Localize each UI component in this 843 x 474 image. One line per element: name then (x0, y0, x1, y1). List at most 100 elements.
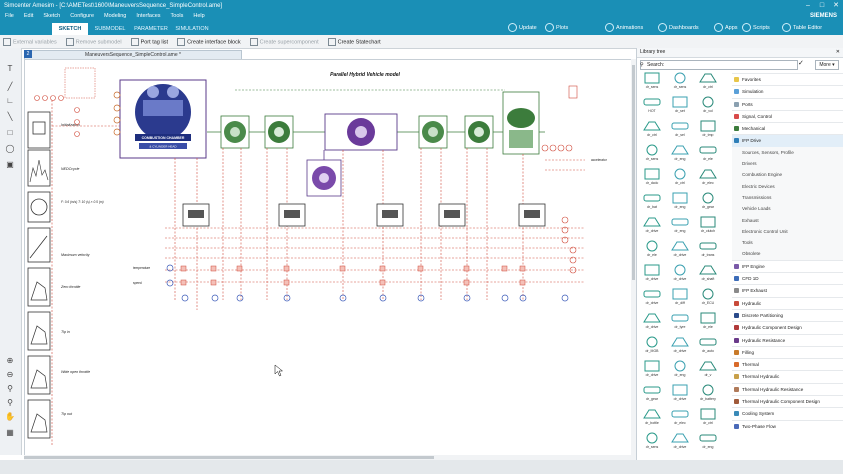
maximize-button[interactable]: □ (819, 2, 825, 9)
library-component[interactable]: dr_drive (641, 263, 663, 285)
library-category-item[interactable]: Thermal Hydraulic Resistance (732, 382, 843, 395)
library-component[interactable]: dr_ele (697, 143, 719, 165)
menu-modeling[interactable]: Modeling (104, 12, 127, 19)
port-tag-list-button[interactable]: Port tag list (128, 37, 175, 46)
vertical-scrollbar[interactable] (631, 59, 636, 455)
library-component[interactable]: dr_ECU (697, 287, 719, 309)
polyline-tool-icon[interactable]: ∟ (6, 96, 14, 105)
library-component[interactable]: dr_drive (669, 263, 691, 285)
library-category-item[interactable]: Hydraulic Component Design (732, 321, 843, 333)
pan-icon[interactable]: ✋ (5, 412, 15, 421)
library-component[interactable]: dr_v (697, 359, 719, 381)
library-component[interactable]: dr_sel (669, 119, 691, 141)
library-component[interactable]: dr_auto (697, 335, 719, 357)
image-tool-icon[interactable]: ▣ (6, 160, 14, 169)
line-tool-icon[interactable]: ╱ (7, 82, 13, 91)
menu-edit[interactable]: Edit (23, 12, 34, 19)
zoom-area-icon[interactable]: ⚲ (7, 398, 13, 407)
library-category-item[interactable]: IFP Exhaust (732, 284, 843, 296)
tab-parameter[interactable]: PARAMETER (134, 26, 168, 32)
minimize-button[interactable]: – (806, 2, 810, 9)
remove-submodel-button[interactable]: Remove submodel (63, 37, 128, 46)
horizontal-scrollbar[interactable] (24, 455, 636, 460)
library-component[interactable]: dr_bat (641, 191, 663, 213)
library-component[interactable]: dr_diff (669, 287, 691, 309)
library-category-item[interactable]: Thermal (732, 358, 843, 370)
library-component[interactable]: dr_sens (669, 71, 691, 93)
library-category-item[interactable]: IFP Engine (732, 259, 843, 272)
library-category-item[interactable]: Favorites (732, 73, 843, 85)
external-variables-button[interactable]: External variables (0, 37, 63, 46)
plots-button[interactable]: Plots (545, 23, 568, 32)
animations-button[interactable]: Animations (605, 23, 643, 32)
library-category-item[interactable]: Simulation (732, 85, 843, 97)
library-category-item[interactable]: Cooling System (732, 407, 843, 419)
library-category-item[interactable]: Electric Devices (732, 180, 843, 192)
sketch-canvas[interactable]: Initialization NEDCcycle F: 0.6 (m/s) T:… (24, 59, 633, 457)
diagonal-tool-icon[interactable]: ╲ (7, 112, 13, 121)
tab-sketch[interactable]: SKETCH (52, 23, 88, 35)
menu-file[interactable]: File (5, 12, 14, 19)
library-component[interactable]: dr_drive (669, 335, 691, 357)
create-statechart-button[interactable]: Create Statechart (325, 37, 387, 46)
sketch-diagram[interactable]: Initialization NEDCcycle F: 0.6 (m/s) T:… (25, 60, 632, 456)
library-category-item[interactable]: Drivers (732, 158, 843, 170)
library-component[interactable]: dr_drive (669, 239, 691, 261)
menu-configure[interactable]: Configure (70, 12, 95, 19)
library-component[interactable]: dr_drive (641, 215, 663, 237)
library-component[interactable]: dr_drive (641, 287, 663, 309)
library-search-input[interactable]: ⚲ Search: (640, 60, 798, 70)
library-category-item[interactable]: Thermal Hydraulic (732, 370, 843, 382)
library-component[interactable]: dr_drive (641, 359, 663, 381)
library-category-item[interactable]: Obsolete (732, 248, 843, 260)
close-button[interactable]: ✕ (833, 2, 839, 9)
library-component[interactable]: dr_battery (697, 383, 719, 405)
library-component[interactable]: dr_ele (641, 239, 663, 261)
menu-sketch[interactable]: Sketch (43, 12, 61, 19)
apps-button[interactable]: Apps (714, 23, 738, 32)
library-component[interactable]: dr_clutch (697, 215, 719, 237)
library-category-item[interactable]: Exhaust (732, 214, 843, 226)
library-category-item[interactable]: Hydraulic (732, 296, 843, 309)
tab-simulation[interactable]: SIMULATION (175, 26, 209, 32)
library-component[interactable]: dr_elec (669, 407, 691, 429)
ellipse-tool-icon[interactable]: ◯ (5, 144, 15, 153)
library-component[interactable]: dr_gear (641, 383, 663, 405)
library-category-item[interactable]: Sources, Sensors, Profile (732, 146, 843, 159)
scripts-button[interactable]: Scripts (742, 23, 770, 32)
library-component[interactable]: dr_ele (697, 311, 719, 333)
library-category-item[interactable]: Thermal Hydraulic Component Design (732, 395, 843, 407)
library-component[interactable]: dr_trans (697, 239, 719, 261)
zoom-out-icon[interactable]: ⊖ (6, 370, 14, 379)
library-component[interactable]: dr_dcdc (641, 167, 663, 189)
create-interface-block-button[interactable]: Create interface block (174, 37, 247, 46)
library-component[interactable]: dr_eng (669, 359, 691, 381)
library-component[interactable]: dr_bottle (641, 407, 663, 429)
library-component[interactable]: dr_tmp (697, 119, 719, 141)
library-component[interactable]: dr_eng (669, 191, 691, 213)
tab-submodel[interactable]: SUBMODEL (94, 26, 126, 32)
library-category-item[interactable]: Two-Phase Flow (732, 419, 843, 432)
combustion-engine-block[interactable]: COMBUSTION CHAMBER & CYLINDER HEAD (113, 79, 207, 159)
library-component[interactable]: HOT (641, 95, 663, 117)
create-supercomponent-button[interactable]: Create supercomponent (247, 37, 325, 46)
library-category-item[interactable]: Vehicle Loads (732, 203, 843, 215)
library-component[interactable]: dr_tyre (669, 311, 691, 333)
library-component[interactable]: dr_ctrl (697, 407, 719, 429)
grid-icon[interactable]: ▦ (6, 428, 14, 437)
library-component[interactable]: dr_sens (641, 431, 663, 453)
apply-search-icon[interactable]: ✓ (798, 60, 804, 67)
library-category-item[interactable]: Transmissions (732, 191, 843, 204)
more-button[interactable]: More ▾ (815, 60, 839, 70)
library-category-item[interactable]: Tools (732, 237, 843, 249)
library-category-item[interactable]: Filling (732, 345, 843, 358)
library-category-item[interactable]: Signal, Control (732, 109, 843, 122)
update-button[interactable]: Update (508, 23, 537, 32)
library-category-item[interactable]: Discrete Partitioning (732, 308, 843, 321)
library-component[interactable]: dr_eng (669, 143, 691, 165)
library-component[interactable]: dr_sens (641, 71, 663, 93)
library-component[interactable]: dr_eng (669, 215, 691, 237)
library-component[interactable]: dr_ctrl (669, 167, 691, 189)
library-component[interactable]: dr_drive (669, 431, 691, 453)
document-tab[interactable]: ManeuversSequence_SimpleControl.ame * (24, 50, 242, 59)
